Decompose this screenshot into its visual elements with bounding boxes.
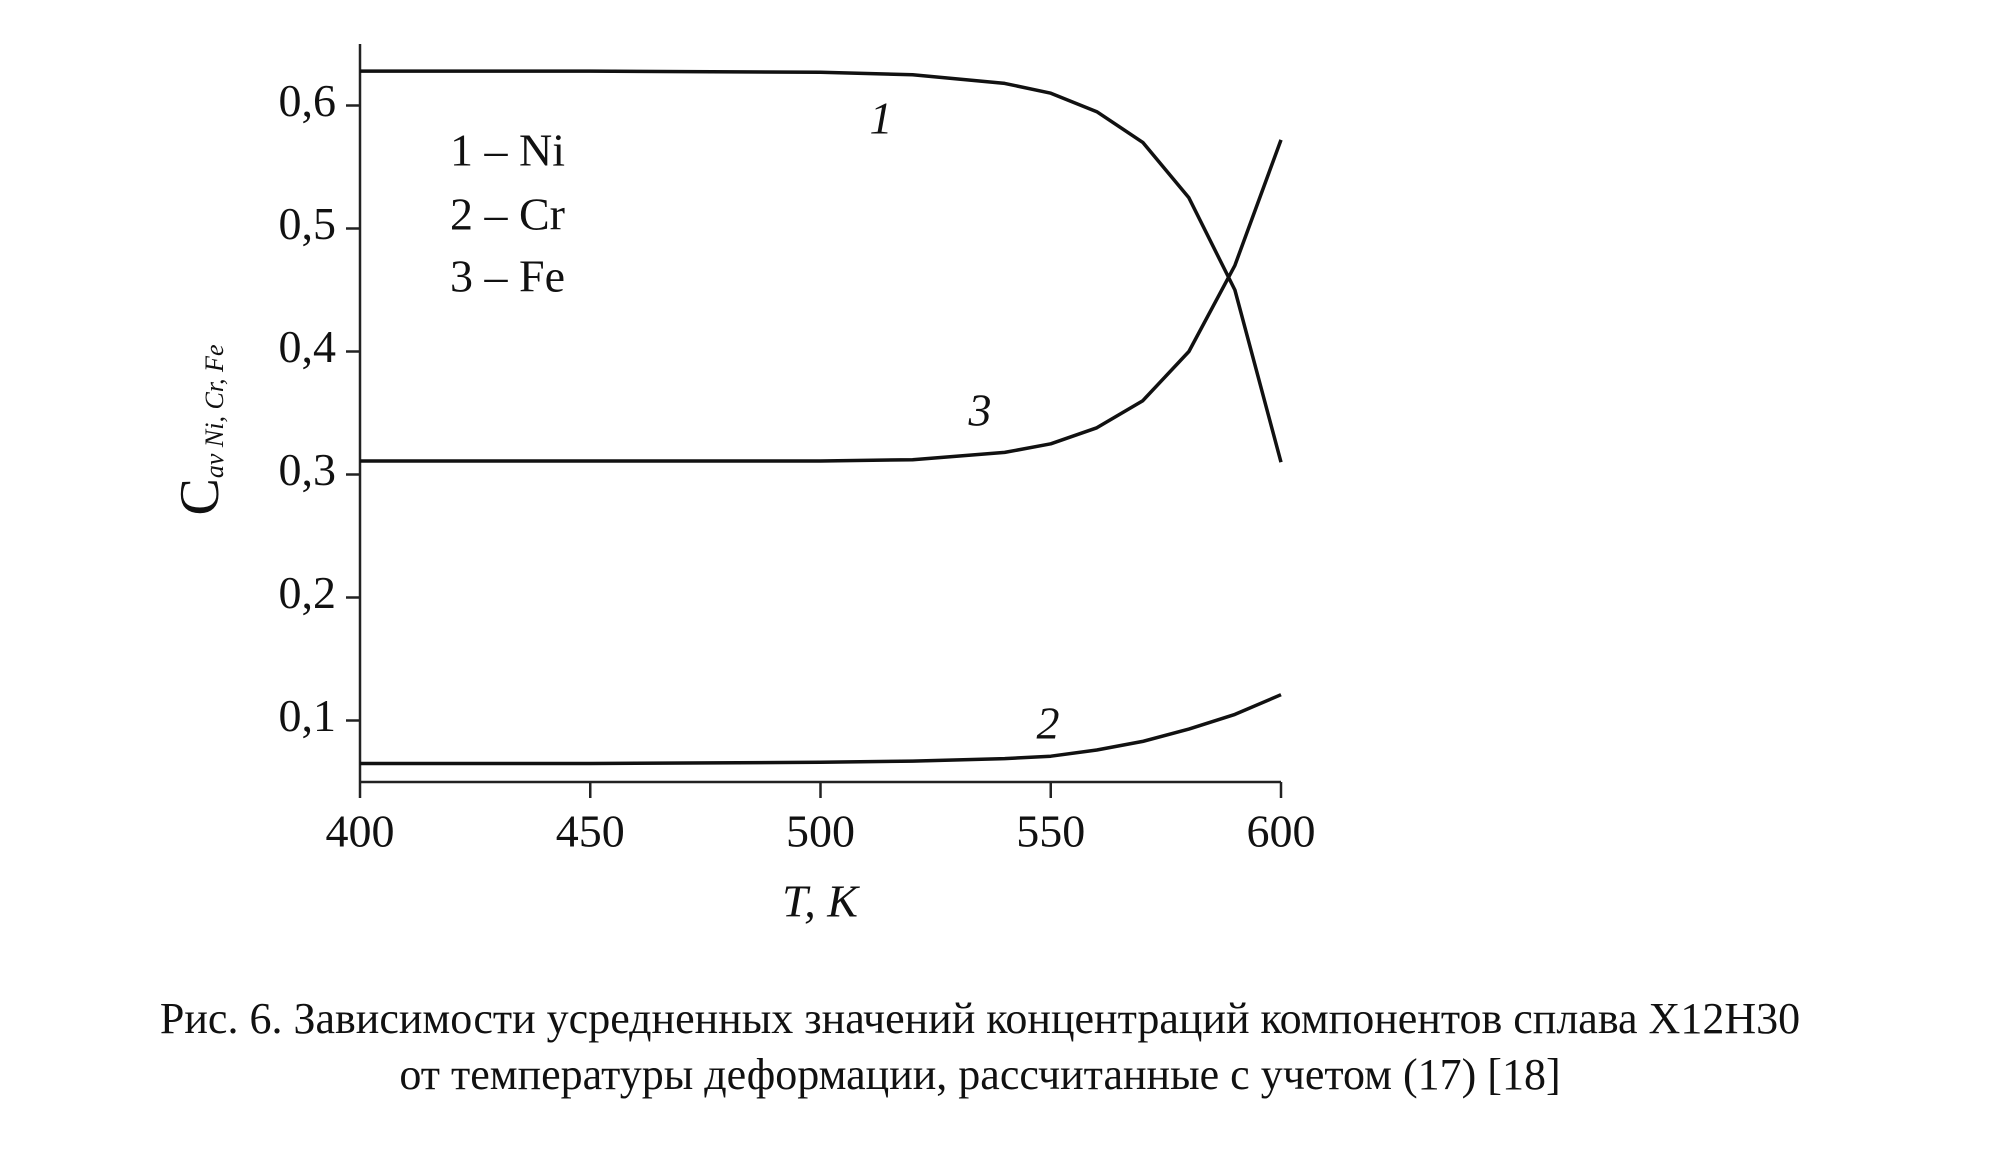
caption-line: Рис. 6. Зависимости усредненных значений… — [160, 994, 1800, 1043]
legend-entry: 2 – Cr — [450, 189, 565, 240]
legend-entry: 3 – Fe — [450, 251, 565, 302]
x-tick-label: 500 — [786, 806, 855, 857]
data-line — [360, 69, 1283, 463]
y-axis-label-group: Cav Ni, Cr, Fe — [169, 345, 231, 516]
y-axis-label: Cav Ni, Cr, Fe — [169, 345, 231, 516]
x-tick-label: 400 — [326, 806, 395, 857]
y-tick-label: 0,5 — [279, 198, 337, 249]
caption-line: от температуры деформации, рассчитанные … — [399, 1050, 1560, 1099]
data-line — [360, 693, 1282, 766]
y-label-main: C — [169, 478, 231, 515]
curve-label: 1 — [870, 93, 893, 144]
legend-entry: 1 – Ni — [450, 125, 565, 176]
y-tick-label: 0,6 — [279, 75, 337, 126]
curve-label: 3 — [968, 385, 992, 436]
x-tick-label: 550 — [1016, 806, 1085, 857]
y-tick-label: 0,2 — [279, 567, 337, 618]
y-tick-label: 0,4 — [279, 321, 337, 372]
y-tick-label: 0,1 — [279, 690, 337, 741]
x-tick-label: 600 — [1247, 806, 1316, 857]
y-tick-label: 0,3 — [279, 444, 337, 495]
x-axis-label: T, К — [782, 876, 860, 927]
x-tick-label: 450 — [556, 806, 625, 857]
data-line — [360, 139, 1283, 463]
curve-label: 2 — [1037, 698, 1060, 749]
y-label-sub: av Ni, Cr, Fe — [200, 345, 229, 479]
